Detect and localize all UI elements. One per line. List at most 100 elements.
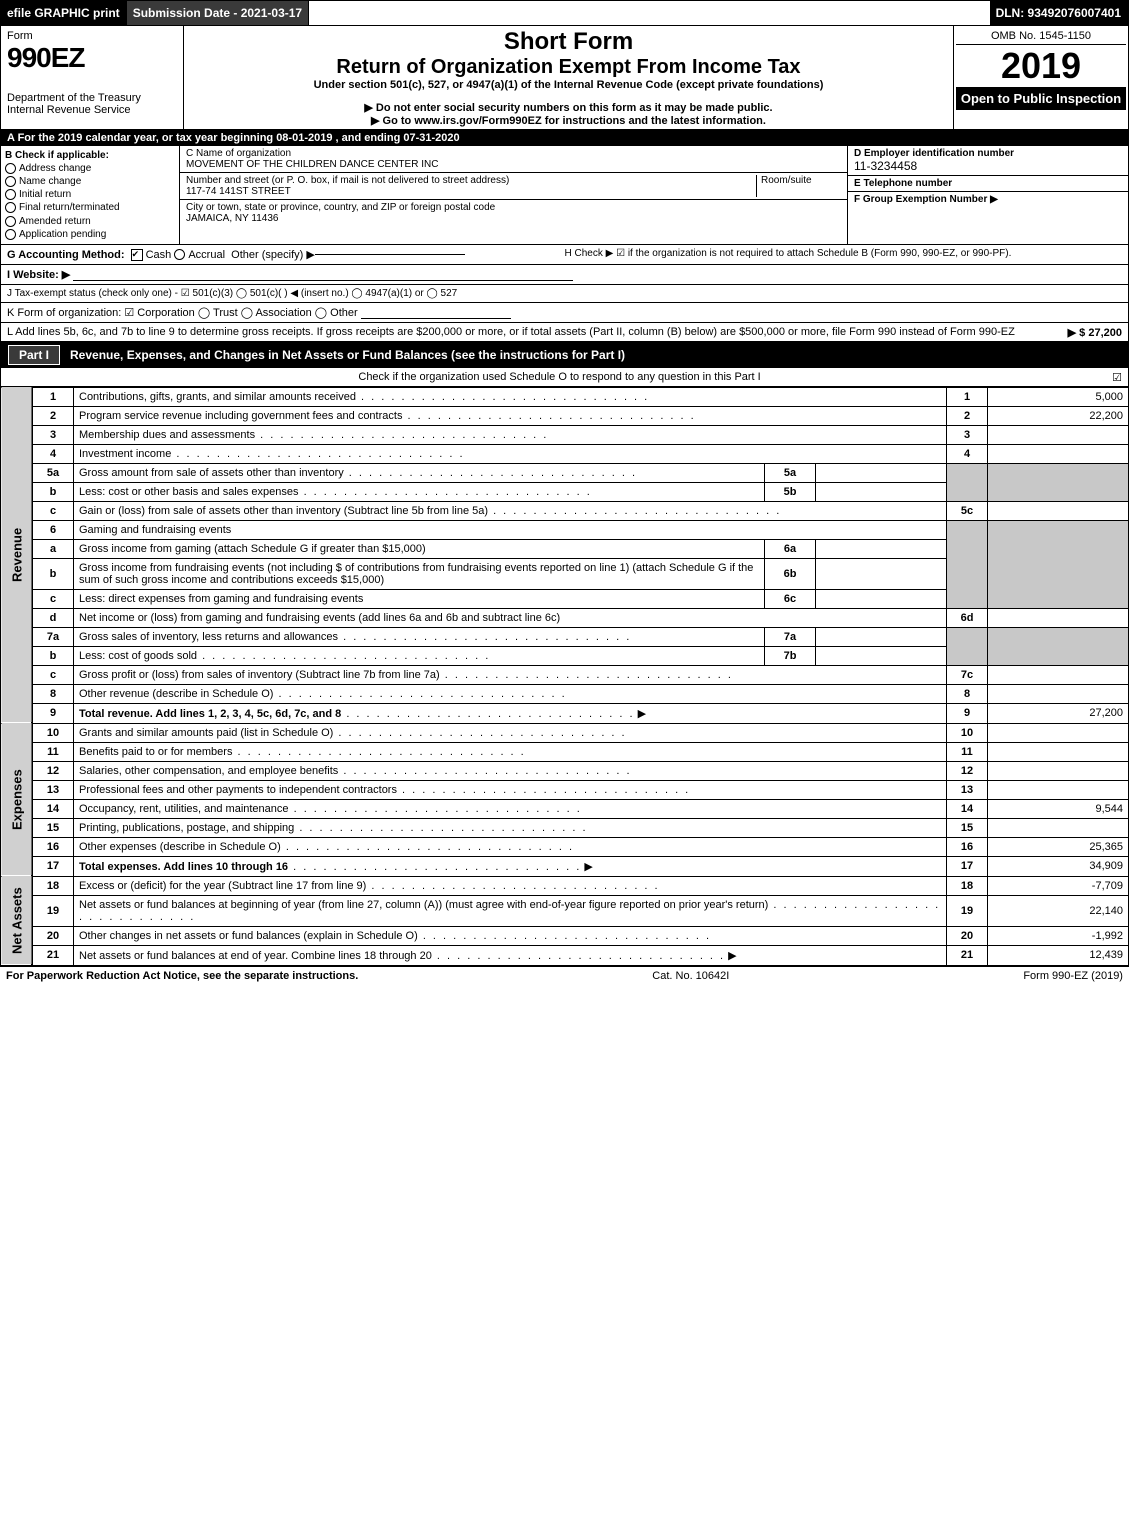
- other-org-input[interactable]: [361, 306, 511, 319]
- page-footer: For Paperwork Reduction Act Notice, see …: [0, 966, 1129, 985]
- form-label: Form: [7, 30, 177, 42]
- ln-19-desc: Net assets or fund balances at beginning…: [74, 895, 947, 926]
- ln-18-box: 18: [947, 876, 988, 895]
- lines-table: Revenue 1 Contributions, gifts, grants, …: [0, 387, 1129, 966]
- return-title: Return of Organization Exempt From Incom…: [190, 56, 947, 79]
- ln-7c-num: c: [32, 665, 74, 684]
- ln-17-num: 17: [32, 856, 74, 876]
- ln-12-box: 12: [947, 761, 988, 780]
- header-right: OMB No. 1545-1150 2019 Open to Public In…: [953, 26, 1128, 129]
- ln-1-amount: 5,000: [988, 387, 1129, 406]
- form-of-org-row: K Form of organization: ☑ Corporation ◯ …: [0, 303, 1129, 323]
- ln-17-desc: Total expenses. Add lines 10 through 16 …: [74, 856, 947, 876]
- website-row: I Website: ▶: [0, 265, 1129, 285]
- ln-13-box: 13: [947, 780, 988, 799]
- line-j: J Tax-exempt status (check only one) - ☑…: [7, 288, 457, 299]
- ln-6a-desc: Gross income from gaming (attach Schedul…: [74, 539, 765, 558]
- ln-8-amount: [988, 684, 1129, 703]
- ln-13-amount: [988, 780, 1129, 799]
- ln-11-num: 11: [32, 742, 74, 761]
- ln-6c-desc: Less: direct expenses from gaming and fu…: [74, 589, 765, 608]
- city-label: City or town, state or province, country…: [186, 202, 841, 213]
- ln-5a-subbox: 5a: [765, 463, 816, 482]
- efile-print-button[interactable]: efile GRAPHIC print: [1, 1, 127, 25]
- shaded-6-amt: [988, 520, 1129, 608]
- header-center: Short Form Return of Organization Exempt…: [184, 26, 953, 129]
- shaded-7-amt: [988, 627, 1129, 665]
- ln-6c-subval: [816, 589, 947, 608]
- ln-20-amount: -1,992: [988, 926, 1129, 945]
- check-accrual[interactable]: [174, 249, 185, 260]
- ln-2-desc: Program service revenue including govern…: [74, 406, 947, 425]
- ln-7a-subbox: 7a: [765, 627, 816, 646]
- check-cash[interactable]: [131, 249, 143, 261]
- ln-18-desc: Excess or (deficit) for the year (Subtra…: [74, 876, 947, 895]
- ln-11-box: 11: [947, 742, 988, 761]
- ln-5a-desc: Gross amount from sale of assets other t…: [74, 463, 765, 482]
- ln-16-amount: 25,365: [988, 837, 1129, 856]
- ln-3-amount: [988, 425, 1129, 444]
- paperwork-notice: For Paperwork Reduction Act Notice, see …: [6, 970, 358, 982]
- ln-14-desc: Occupancy, rent, utilities, and maintena…: [74, 799, 947, 818]
- ein-value: 11-3234458: [854, 159, 1122, 173]
- ln-5c-amount: [988, 501, 1129, 520]
- street-address: 117-74 141ST STREET: [186, 186, 756, 197]
- irs-label: Internal Revenue Service: [7, 104, 177, 116]
- part-1-title: Revenue, Expenses, and Changes in Net As…: [70, 348, 625, 362]
- part-1-header: Part I Revenue, Expenses, and Changes in…: [0, 342, 1129, 368]
- ln-7c-box: 7c: [947, 665, 988, 684]
- ln-6d-desc: Net income or (loss) from gaming and fun…: [74, 608, 947, 627]
- check-initial-return[interactable]: Initial return: [5, 189, 175, 200]
- subtitle: Under section 501(c), 527, or 4947(a)(1)…: [190, 79, 947, 91]
- ln-3-box: 3: [947, 425, 988, 444]
- ln-11-amount: [988, 742, 1129, 761]
- schedule-o-checkbox[interactable]: ☑: [1112, 371, 1122, 384]
- header-left: Form 990EZ Department of the Treasury In…: [1, 26, 184, 129]
- ln-15-num: 15: [32, 818, 74, 837]
- ln-18-num: 18: [32, 876, 74, 895]
- room-suite-label: Room/suite: [756, 175, 841, 197]
- line-g-label: G Accounting Method:: [7, 249, 125, 261]
- other-specify-input[interactable]: [315, 254, 465, 255]
- ln-20-num: 20: [32, 926, 74, 945]
- ln-16-num: 16: [32, 837, 74, 856]
- ln-21-box: 21: [947, 945, 988, 965]
- tax-year: 2019: [956, 45, 1126, 87]
- schedule-o-check-row: Check if the organization used Schedule …: [0, 368, 1129, 387]
- check-final-return[interactable]: Final return/terminated: [5, 202, 175, 213]
- dept-treasury: Department of the Treasury: [7, 92, 177, 104]
- ln-4-amount: [988, 444, 1129, 463]
- cash-label: Cash: [146, 249, 172, 261]
- ln-7b-desc: Less: cost of goods sold: [74, 646, 765, 665]
- ein-label: D Employer identification number: [854, 148, 1122, 159]
- ln-14-num: 14: [32, 799, 74, 818]
- line-i-label: I Website: ▶: [7, 268, 70, 281]
- ln-6c-num: c: [32, 589, 74, 608]
- ln-10-num: 10: [32, 723, 74, 742]
- other-specify-label: Other (specify) ▶: [231, 249, 315, 261]
- check-name-change[interactable]: Name change: [5, 176, 175, 187]
- ln-15-desc: Printing, publications, postage, and shi…: [74, 818, 947, 837]
- ln-9-amount: 27,200: [988, 703, 1129, 723]
- ln-5c-box: 5c: [947, 501, 988, 520]
- ln-6-desc: Gaming and fundraising events: [74, 520, 947, 539]
- ln-10-box: 10: [947, 723, 988, 742]
- check-address-change[interactable]: Address change: [5, 163, 175, 174]
- line-h: H Check ▶ ☑ if the organization is not r…: [565, 248, 1123, 261]
- check-application-pending[interactable]: Application pending: [5, 229, 175, 240]
- ln-19-amount: 22,140: [988, 895, 1129, 926]
- ln-6b-subbox: 6b: [765, 558, 816, 589]
- goto-link[interactable]: ▶ Go to www.irs.gov/Form990EZ for instru…: [190, 114, 947, 127]
- ln-6c-subbox: 6c: [765, 589, 816, 608]
- check-amended-return[interactable]: Amended return: [5, 216, 175, 227]
- ln-10-amount: [988, 723, 1129, 742]
- org-name-cell: C Name of organization MOVEMENT OF THE C…: [180, 146, 847, 173]
- ln-7a-desc: Gross sales of inventory, less returns a…: [74, 627, 765, 646]
- website-input[interactable]: [73, 268, 573, 281]
- ln-6b-subval: [816, 558, 947, 589]
- city-state-zip: JAMAICA, NY 11436: [186, 213, 841, 224]
- dln-number: DLN: 93492076007401: [990, 1, 1128, 25]
- ln-20-box: 20: [947, 926, 988, 945]
- ln-19-box: 19: [947, 895, 988, 926]
- form-number: 990EZ: [7, 42, 177, 74]
